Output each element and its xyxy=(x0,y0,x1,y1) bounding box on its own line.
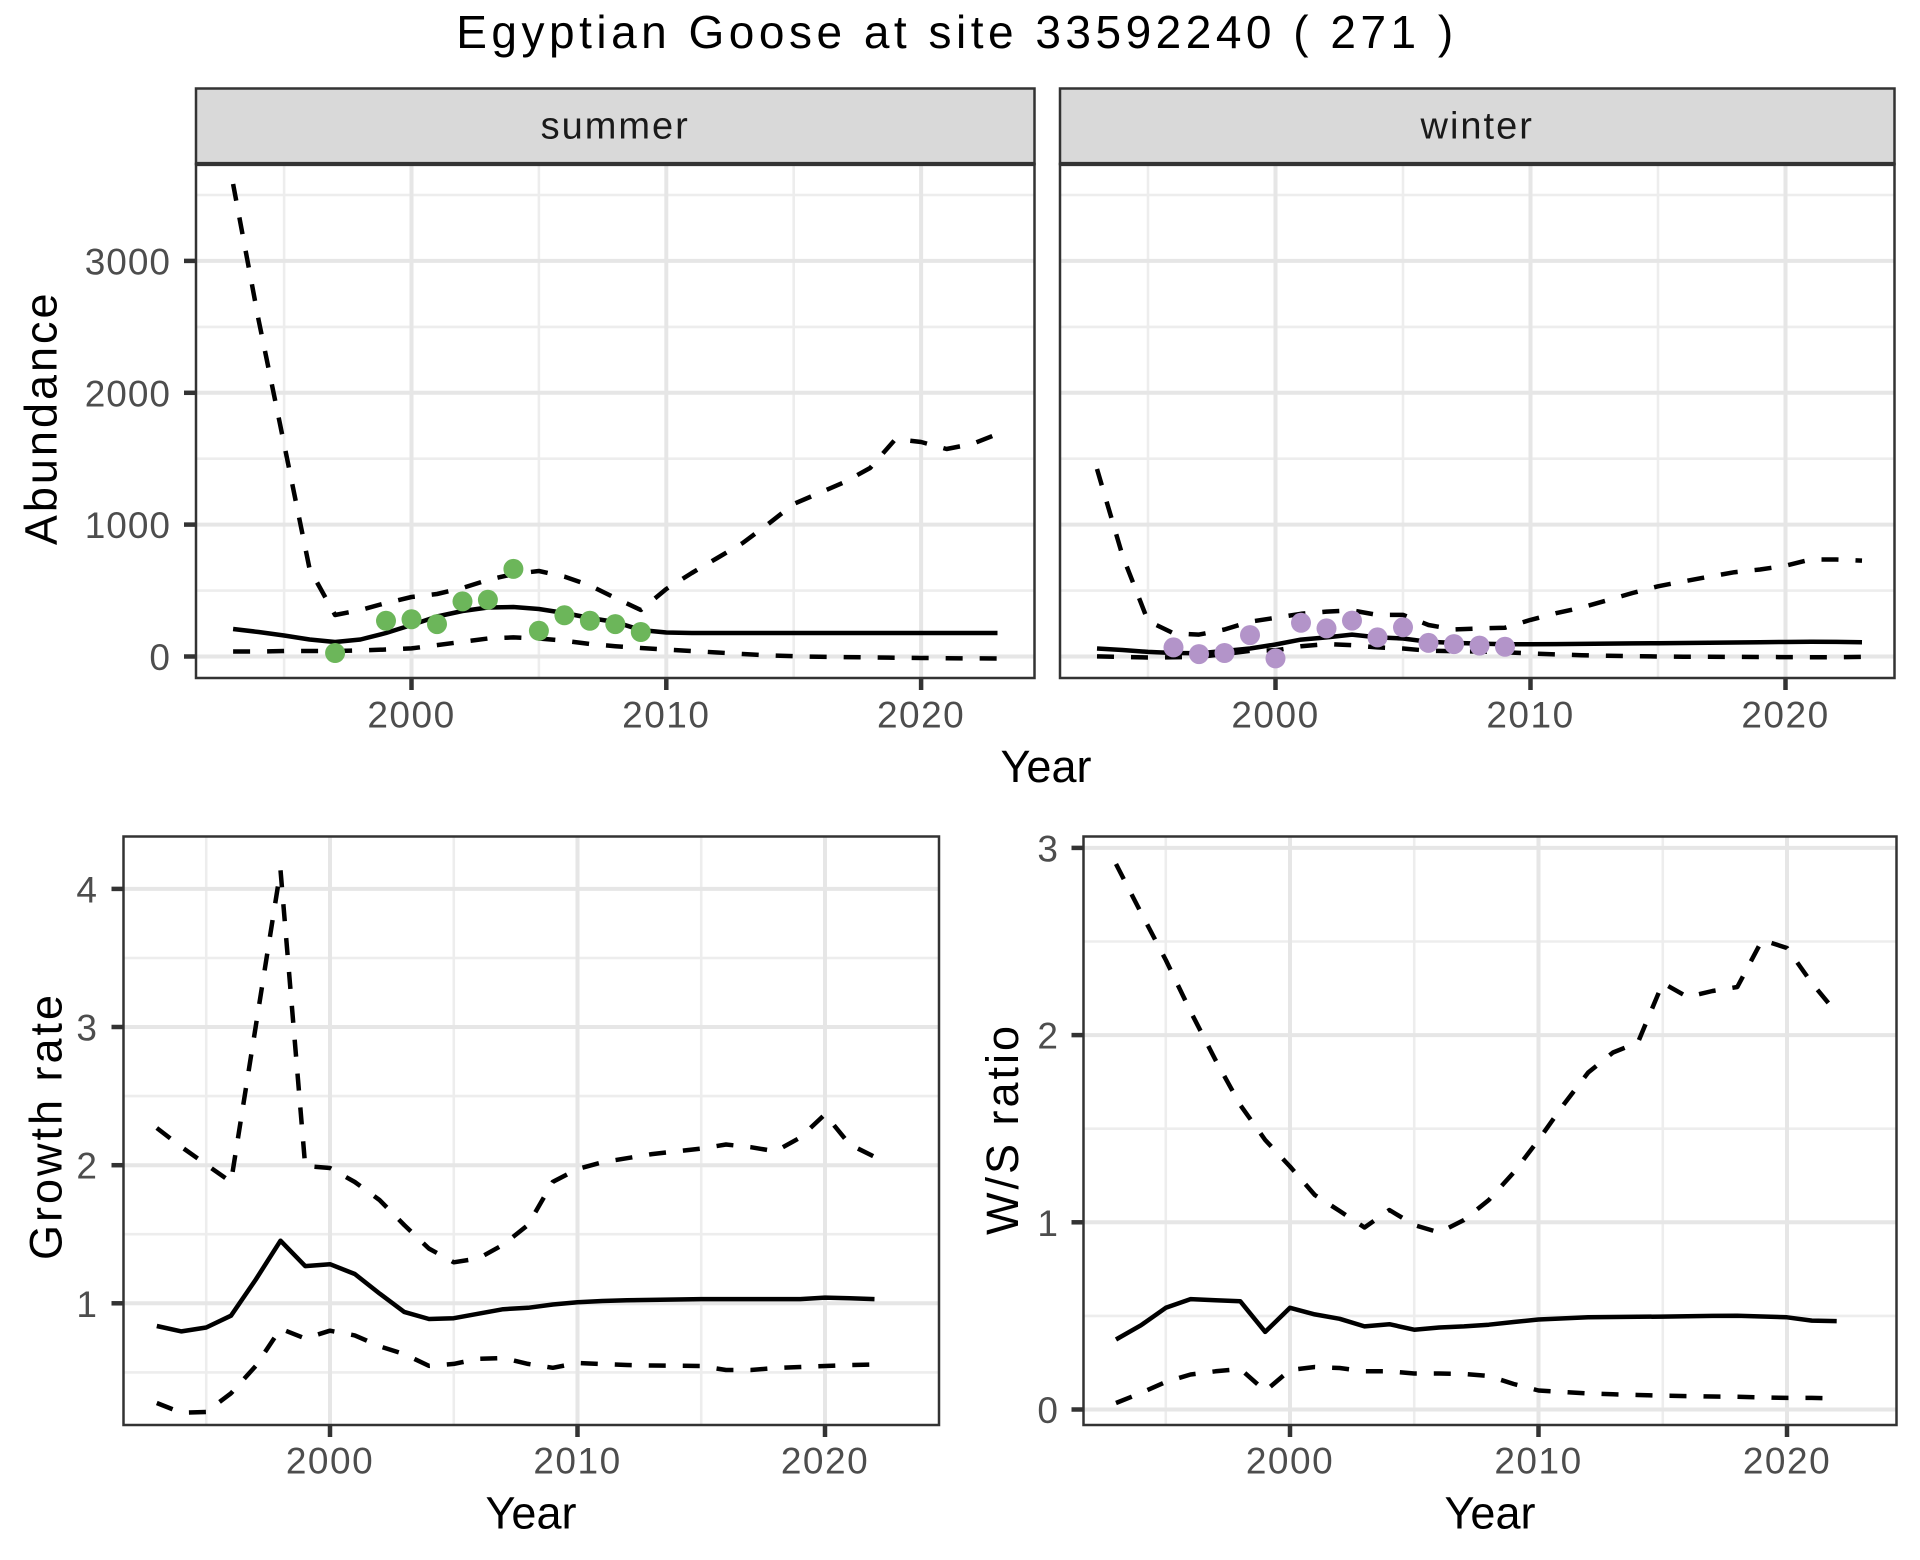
svg-text:1: 1 xyxy=(1037,1203,1058,1244)
svg-text:1: 1 xyxy=(76,1284,97,1325)
svg-text:3000: 3000 xyxy=(85,241,171,282)
svg-text:2000: 2000 xyxy=(367,695,455,736)
svg-text:2010: 2010 xyxy=(622,695,710,736)
svg-text:winter: winter xyxy=(1420,106,1534,148)
svg-text:2: 2 xyxy=(1037,1016,1058,1057)
svg-text:2010: 2010 xyxy=(1486,695,1574,736)
svg-text:1000: 1000 xyxy=(85,505,171,546)
svg-text:0: 0 xyxy=(149,637,171,678)
svg-text:3: 3 xyxy=(76,1008,97,1049)
svg-text:2020: 2020 xyxy=(877,695,965,736)
svg-text:4: 4 xyxy=(76,869,97,910)
svg-text:2000: 2000 xyxy=(286,1441,374,1482)
svg-text:Year: Year xyxy=(486,1488,577,1539)
svg-text:W/S ratio: W/S ratio xyxy=(977,1023,1028,1235)
svg-text:2: 2 xyxy=(76,1146,97,1187)
svg-text:Egyptian Goose at site 3359224: Egyptian Goose at site 33592240 ( 271 ) xyxy=(456,6,1458,58)
svg-text:Year: Year xyxy=(1445,1488,1536,1539)
svg-text:Growth rate: Growth rate xyxy=(21,992,72,1260)
svg-text:2020: 2020 xyxy=(1741,695,1829,736)
svg-text:2000: 2000 xyxy=(1231,695,1319,736)
svg-text:2000: 2000 xyxy=(1246,1441,1334,1482)
svg-text:3: 3 xyxy=(1037,828,1058,869)
svg-text:Year: Year xyxy=(1001,741,1092,792)
svg-text:2020: 2020 xyxy=(1743,1441,1831,1482)
svg-text:2010: 2010 xyxy=(533,1441,621,1482)
svg-text:2010: 2010 xyxy=(1494,1441,1582,1482)
svg-text:Abundance: Abundance xyxy=(16,290,67,545)
svg-text:2020: 2020 xyxy=(781,1441,869,1482)
svg-text:2000: 2000 xyxy=(85,373,171,414)
svg-text:0: 0 xyxy=(1037,1390,1058,1431)
svg-text:summer: summer xyxy=(541,106,690,148)
